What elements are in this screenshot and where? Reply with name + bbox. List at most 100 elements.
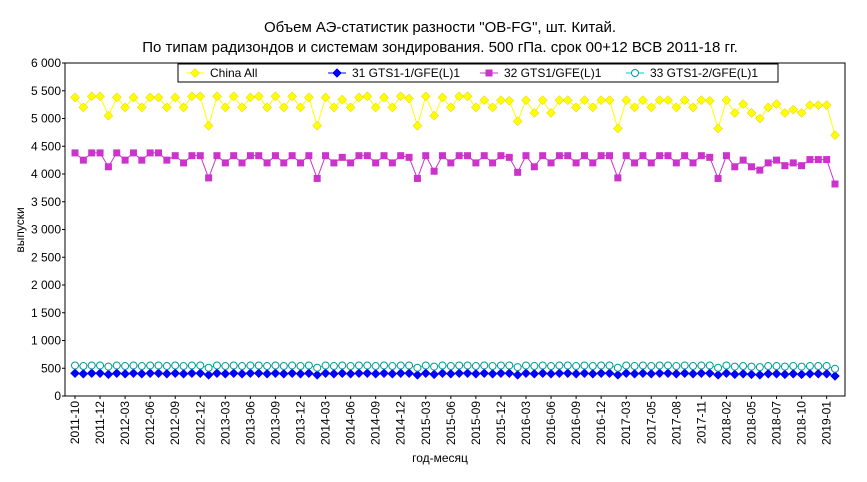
data-point: [796, 108, 807, 118]
data-point: [681, 152, 689, 160]
data-point: [362, 368, 373, 379]
data-point: [213, 152, 221, 160]
data-point: [288, 152, 296, 160]
data-point: [580, 361, 589, 370]
data-point: [438, 361, 447, 370]
y-tick-label: 4 000: [31, 167, 61, 181]
data-point: [221, 159, 229, 167]
data-point: [747, 163, 755, 171]
data-point: [463, 361, 472, 370]
data-point: [429, 369, 439, 380]
data-point: [571, 368, 581, 379]
data-point: [162, 102, 172, 113]
data-point: [530, 362, 539, 371]
data-point: [705, 361, 714, 370]
data-point: [730, 362, 739, 371]
data-point: [187, 368, 197, 379]
data-point: [445, 368, 456, 379]
x-tick-label: 2013-09: [268, 401, 282, 445]
x-tick-label: 2016-06: [544, 401, 558, 445]
data-point: [563, 361, 572, 370]
x-tick-label: 2015-03: [419, 401, 433, 445]
data-point: [713, 370, 723, 380]
data-point: [321, 361, 330, 370]
data-point: [412, 120, 423, 131]
data-point: [823, 156, 831, 164]
data-point: [706, 153, 714, 161]
data-point: [605, 361, 614, 370]
data-point: [404, 368, 414, 379]
data-point: [380, 361, 389, 370]
data-point: [546, 108, 556, 118]
data-point: [489, 159, 497, 167]
data-point: [672, 362, 681, 371]
data-point: [95, 368, 105, 379]
data-point: [220, 368, 231, 379]
data-point: [430, 167, 438, 175]
data-point: [145, 92, 156, 103]
data-point: [530, 163, 538, 171]
data-point: [205, 174, 213, 182]
data-point: [395, 368, 406, 379]
x-tick-label: 2015-12: [494, 401, 508, 445]
data-point: [262, 368, 272, 379]
data-point: [229, 361, 238, 370]
legend: China All 31 GTS1-1/GFE(L)1 32 GTS1/GFE(L)…: [177, 63, 779, 83]
x-tick-label: 2014-12: [394, 401, 408, 445]
data-point: [537, 368, 548, 379]
x-tick-label: 2016-03: [519, 401, 533, 445]
data-point: [606, 152, 614, 160]
data-point: [630, 362, 639, 371]
data-point: [271, 152, 279, 160]
data-point: [329, 102, 339, 113]
data-point: [689, 159, 697, 167]
x-tick-label: 2014-09: [369, 401, 383, 445]
x-tick-label: 2011-10: [68, 401, 82, 444]
data-point: [295, 368, 306, 379]
data-point: [422, 152, 430, 160]
data-point: [370, 368, 381, 379]
y-axis-label: выпуски: [13, 207, 27, 252]
data-point: [504, 95, 515, 106]
data-point: [539, 152, 547, 160]
data-point: [237, 102, 247, 113]
data-point: [204, 363, 213, 372]
data-point: [663, 368, 673, 379]
x-tick-label: 2018-07: [770, 401, 784, 445]
data-point: [96, 361, 105, 370]
data-point: [579, 368, 590, 379]
data-point: [371, 362, 380, 371]
y-tick-label: 500: [41, 361, 61, 375]
data-point: [788, 368, 799, 379]
data-point: [462, 368, 473, 379]
data-point: [354, 361, 363, 370]
data-point: [671, 102, 682, 113]
data-point: [781, 162, 789, 170]
data-point: [195, 368, 206, 379]
data-point: [512, 116, 523, 127]
data-point: [562, 95, 573, 106]
data-point: [789, 362, 798, 371]
data-point: [805, 362, 814, 371]
data-point: [747, 362, 756, 371]
data-point: [772, 362, 781, 371]
data-point: [680, 361, 689, 370]
data-point: [78, 102, 89, 113]
data-point: [296, 159, 304, 167]
data-point: [613, 370, 623, 380]
data-point: [746, 369, 757, 380]
data-point: [136, 102, 147, 113]
data-point: [153, 368, 164, 379]
data-point: [688, 102, 698, 113]
data-point: [337, 368, 348, 379]
data-point: [505, 361, 514, 370]
data-point: [738, 99, 748, 109]
data-point: [387, 368, 398, 379]
data-point: [587, 368, 598, 379]
data-point: [496, 368, 506, 379]
data-point: [472, 159, 480, 167]
data-point: [621, 368, 632, 379]
data-point: [312, 120, 323, 131]
data-point: [714, 363, 723, 372]
data-point: [188, 152, 196, 160]
